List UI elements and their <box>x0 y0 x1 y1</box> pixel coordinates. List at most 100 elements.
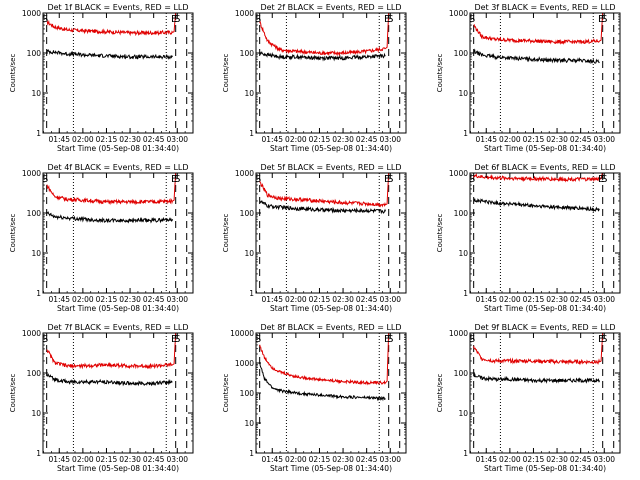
y-tick-label: 1 <box>249 129 254 138</box>
x-tick-label: 03:00 <box>379 295 401 304</box>
panel-title: Det 7f BLACK = Events, RED = LLD <box>47 323 188 332</box>
marker-label: S <box>469 174 475 185</box>
x-tick-label: 02:30 <box>119 295 141 304</box>
panel-det-2f: Det 2f BLACK = Events, RED = LLD 1 10 100 10… <box>222 3 407 153</box>
panel-title: Det 3f BLACK = Events, RED = LLD <box>474 3 615 12</box>
marker-label: S <box>387 174 393 185</box>
marker-label: S <box>469 14 475 25</box>
plot-area <box>259 173 401 293</box>
x-tick-label: 02:45 <box>356 455 378 464</box>
x-tick-label: 03:00 <box>593 455 615 464</box>
x-axis-label: Start Time (05-Sep-08 01:34:40) <box>57 304 179 313</box>
x-tick-label: 02:45 <box>356 295 378 304</box>
y-tick-label: 10 <box>244 249 254 258</box>
x-tick-label: 02:30 <box>546 455 568 464</box>
y-axis-label: Counts/sec <box>436 374 444 413</box>
marker-label: E <box>384 14 390 25</box>
panel-det-4f: Det 4f BLACK = Events, RED = LLD 1 10 100 10… <box>9 163 194 313</box>
y-axis-label: Counts/sec <box>436 214 444 253</box>
marker-label: E <box>384 334 390 345</box>
y-tick-label: 1000 <box>22 169 41 178</box>
x-tick-label: 01:45 <box>48 455 70 464</box>
x-tick-label: 02:00 <box>285 295 307 304</box>
y-axis-label: Counts/sec <box>436 54 444 93</box>
panel-det-8f: Det 8f BLACK = Events, RED = LLD 1 10 100 10… <box>222 323 407 473</box>
marker-label: S <box>255 174 261 185</box>
x-tick-label: 02:00 <box>499 295 521 304</box>
y-tick-label: 100 <box>454 369 469 378</box>
axes-frame <box>42 12 194 134</box>
marker-label: S <box>469 334 475 345</box>
marker-label: S <box>387 14 393 25</box>
x-tick-label: 01:45 <box>475 295 497 304</box>
x-axis-label: Start Time (05-Sep-08 01:34:40) <box>484 464 606 473</box>
marker-label: E <box>598 174 604 185</box>
y-tick-label: 1000 <box>449 169 468 178</box>
y-tick-label: 10 <box>244 89 254 98</box>
y-tick-label: 1 <box>463 449 468 458</box>
y-tick-label: 1 <box>36 129 41 138</box>
series-lld-line <box>259 13 390 57</box>
x-axis-label: Start Time (05-Sep-08 01:34:40) <box>57 464 179 473</box>
y-tick-label: 100 <box>240 49 255 58</box>
series-lld-line <box>259 173 390 208</box>
x-tick-label: 02:15 <box>523 295 545 304</box>
x-tick-label: 01:45 <box>261 135 283 144</box>
marker-label: E <box>171 334 177 345</box>
series-lld-line <box>46 13 177 37</box>
y-tick-label: 1000 <box>22 9 41 18</box>
x-tick-label: 01:45 <box>48 295 70 304</box>
axes-frame <box>42 332 194 454</box>
panel-det-9f: Det 9f BLACK = Events, RED = LLD 1 10 100 10… <box>436 323 621 473</box>
x-tick-label: 02:15 <box>309 295 331 304</box>
x-tick-label: 02:45 <box>143 135 165 144</box>
x-tick-label: 02:30 <box>546 295 568 304</box>
series-events-line <box>473 48 600 65</box>
x-tick-label: 02:30 <box>119 455 141 464</box>
y-tick-label: 10 <box>31 409 41 418</box>
x-tick-label: 02:30 <box>332 135 354 144</box>
marker-label: E <box>598 334 604 345</box>
series-events-line <box>259 51 386 62</box>
marker-label: S <box>174 334 180 345</box>
series-events-line <box>473 197 600 213</box>
y-tick-label: 1000 <box>235 9 254 18</box>
marker-label: S <box>601 174 607 185</box>
y-tick-label: 100 <box>240 209 255 218</box>
x-tick-label: 02:00 <box>499 135 521 144</box>
marker-label: S <box>255 334 261 345</box>
y-tick-label: 10 <box>458 409 468 418</box>
marker-label: S <box>601 14 607 25</box>
x-tick-label: 03:00 <box>379 135 401 144</box>
y-tick-label: 1 <box>463 129 468 138</box>
panel-det-6f: Det 6f BLACK = Events, RED = LLD 1 10 100 10… <box>436 163 621 313</box>
x-tick-label: 02:15 <box>523 455 545 464</box>
series-lld-line <box>473 333 604 366</box>
marker-label: E <box>171 174 177 185</box>
y-tick-label: 100 <box>27 369 42 378</box>
x-axis-label: Start Time (05-Sep-08 01:34:40) <box>484 304 606 313</box>
x-tick-label: 02:15 <box>96 295 118 304</box>
panel-det-5f: Det 5f BLACK = Events, RED = LLD 1 10 100 10… <box>222 163 407 313</box>
x-tick-label: 03:00 <box>593 135 615 144</box>
y-tick-label: 10 <box>244 419 254 428</box>
x-tick-label: 03:00 <box>379 455 401 464</box>
y-tick-label: 1 <box>249 449 254 458</box>
marker-label: E <box>598 14 604 25</box>
x-axis-label: Start Time (05-Sep-08 01:34:40) <box>270 464 392 473</box>
panel-title: Det 2f BLACK = Events, RED = LLD <box>260 3 401 12</box>
x-tick-label: 02:00 <box>72 135 94 144</box>
y-axis-label: Counts/sec <box>222 214 230 253</box>
y-tick-label: 1000 <box>449 329 468 338</box>
y-axis-label: Counts/sec <box>222 54 230 93</box>
y-tick-label: 10 <box>458 249 468 258</box>
x-tick-label: 01:45 <box>261 295 283 304</box>
axes-frame <box>469 172 621 294</box>
x-tick-label: 01:45 <box>475 455 497 464</box>
x-tick-label: 01:45 <box>48 135 70 144</box>
panel-det-7f: Det 7f BLACK = Events, RED = LLD 1 10 100 10… <box>9 323 194 473</box>
axes-frame <box>255 172 407 294</box>
y-axis-label: Counts/sec <box>222 374 230 413</box>
x-axis-label: Start Time (05-Sep-08 01:34:40) <box>484 144 606 153</box>
